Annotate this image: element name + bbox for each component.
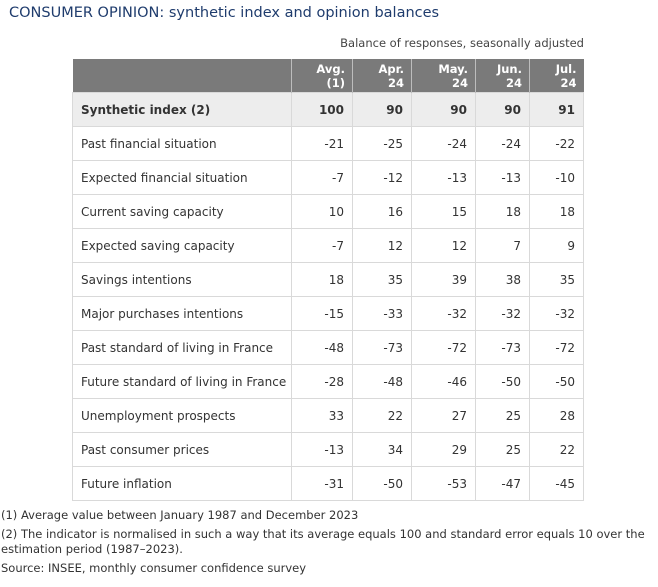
cell-value: 18 bbox=[291, 262, 353, 297]
cell-value: -24 bbox=[411, 126, 476, 161]
cell-value: 10 bbox=[291, 194, 353, 229]
row-label: Expected financial situation bbox=[72, 160, 292, 195]
row-label: Past standard of living in France bbox=[72, 330, 292, 365]
cell-value: 38 bbox=[475, 262, 530, 297]
cell-value: 22 bbox=[352, 398, 412, 433]
cell-value: 12 bbox=[352, 228, 412, 263]
cell-value: 33 bbox=[291, 398, 353, 433]
cell-value: 35 bbox=[529, 262, 584, 297]
cell-value: 35 bbox=[352, 262, 412, 297]
cell-value: 34 bbox=[352, 432, 412, 467]
cell-value: -53 bbox=[411, 466, 476, 501]
table-row: Synthetic index (2) 100 90 90 90 91 bbox=[72, 92, 584, 127]
cell-value: -13 bbox=[291, 432, 353, 467]
row-label: Expected saving capacity bbox=[72, 228, 292, 263]
table-row: Unemployment prospects 33 22 27 25 28 bbox=[72, 398, 584, 433]
cell-value: -50 bbox=[529, 364, 584, 399]
row-label: Savings intentions bbox=[72, 262, 292, 297]
cell-value: -22 bbox=[529, 126, 584, 161]
table-header-row: Avg. (1) Apr. 24 May. 24 Jun. 24 Jul. 24 bbox=[72, 59, 584, 93]
row-label: Current saving capacity bbox=[72, 194, 292, 229]
table-row: Expected financial situation -7 -12 -13 … bbox=[72, 160, 584, 195]
cell-value: -50 bbox=[475, 364, 530, 399]
cell-value: -45 bbox=[529, 466, 584, 501]
cell-value: -32 bbox=[529, 296, 584, 331]
row-label: Past consumer prices bbox=[72, 432, 292, 467]
cell-value: 90 bbox=[411, 92, 476, 127]
table-row: Expected saving capacity -7 12 12 7 9 bbox=[72, 228, 584, 263]
cell-value: -13 bbox=[411, 160, 476, 195]
cell-value: 25 bbox=[475, 432, 530, 467]
table-row: Future inflation -31 -50 -53 -47 -45 bbox=[72, 466, 584, 501]
cell-value: 27 bbox=[411, 398, 476, 433]
cell-value: -72 bbox=[529, 330, 584, 365]
cell-value: -72 bbox=[411, 330, 476, 365]
column-header-jul-24: Jul. 24 bbox=[529, 59, 584, 93]
cell-value: 9 bbox=[529, 228, 584, 263]
cell-value: -73 bbox=[352, 330, 412, 365]
cell-value: 39 bbox=[411, 262, 476, 297]
source-note: Source: INSEE, monthly consumer confiden… bbox=[1, 560, 307, 575]
row-label: Future standard of living in France bbox=[72, 364, 292, 399]
opinion-table: Avg. (1) Apr. 24 May. 24 Jun. 24 Jul. 24… bbox=[72, 59, 584, 501]
table-row: Past financial situation -21 -25 -24 -24… bbox=[72, 126, 584, 161]
cell-value: 16 bbox=[352, 194, 412, 229]
table-row: Future standard of living in France -28 … bbox=[72, 364, 584, 399]
cell-value: -47 bbox=[475, 466, 530, 501]
cell-value: 22 bbox=[529, 432, 584, 467]
cell-value: -7 bbox=[291, 160, 353, 195]
table-body: Synthetic index (2) 100 90 90 90 91 Past… bbox=[72, 92, 584, 501]
table-row: Major purchases intentions -15 -33 -32 -… bbox=[72, 296, 584, 331]
cell-value: -15 bbox=[291, 296, 353, 331]
column-header-apr-24: Apr. 24 bbox=[352, 59, 412, 93]
cell-value: -21 bbox=[291, 126, 353, 161]
column-header-may-24: May. 24 bbox=[411, 59, 476, 93]
row-label: Past financial situation bbox=[72, 126, 292, 161]
table-subtitle: Balance of responses, seasonally adjuste… bbox=[340, 36, 584, 50]
table-row: Past standard of living in France -48 -7… bbox=[72, 330, 584, 365]
page-title: CONSUMER OPINION: synthetic index and op… bbox=[9, 5, 440, 21]
cell-value: -50 bbox=[352, 466, 412, 501]
cell-value: -25 bbox=[352, 126, 412, 161]
row-label: Synthetic index (2) bbox=[72, 92, 292, 127]
cell-value: 15 bbox=[411, 194, 476, 229]
cell-value: -46 bbox=[411, 364, 476, 399]
cell-value: 90 bbox=[352, 92, 412, 127]
cell-value: -12 bbox=[352, 160, 412, 195]
table-row: Current saving capacity 10 16 15 18 18 bbox=[72, 194, 584, 229]
column-header-jun-24: Jun. 24 bbox=[475, 59, 530, 93]
cell-value: -24 bbox=[475, 126, 530, 161]
cell-value: 18 bbox=[529, 194, 584, 229]
cell-value: -31 bbox=[291, 466, 353, 501]
cell-value: -10 bbox=[529, 160, 584, 195]
table-row: Past consumer prices -13 34 29 25 22 bbox=[72, 432, 584, 467]
cell-value: 29 bbox=[411, 432, 476, 467]
column-header-label bbox=[72, 59, 292, 93]
cell-value: 25 bbox=[475, 398, 530, 433]
cell-value: -48 bbox=[291, 330, 353, 365]
cell-value: 100 bbox=[291, 92, 353, 127]
cell-value: -33 bbox=[352, 296, 412, 331]
cell-value: 18 bbox=[475, 194, 530, 229]
cell-value: 91 bbox=[529, 92, 584, 127]
cell-value: -32 bbox=[475, 296, 530, 331]
cell-value: 7 bbox=[475, 228, 530, 263]
cell-value: -32 bbox=[411, 296, 476, 331]
footnotes: (1) Average value between January 1987 a… bbox=[1, 508, 656, 579]
cell-value: -13 bbox=[475, 160, 530, 195]
cell-value: -73 bbox=[475, 330, 530, 365]
row-label: Major purchases intentions bbox=[72, 296, 292, 331]
column-header-average: Avg. (1) bbox=[291, 59, 353, 93]
cell-value: 12 bbox=[411, 228, 476, 263]
cell-value: 90 bbox=[475, 92, 530, 127]
table-row: Savings intentions 18 35 39 38 35 bbox=[72, 262, 584, 297]
cell-value: -28 bbox=[291, 364, 353, 399]
footnote-1: (1) Average value between January 1987 a… bbox=[1, 508, 359, 522]
cell-value: -48 bbox=[352, 364, 412, 399]
footnote-2: (2) The indicator is normalised in such … bbox=[1, 526, 645, 557]
cell-value: 28 bbox=[529, 398, 584, 433]
cell-value: -7 bbox=[291, 228, 353, 263]
row-label: Future inflation bbox=[72, 466, 292, 501]
row-label: Unemployment prospects bbox=[72, 398, 292, 433]
